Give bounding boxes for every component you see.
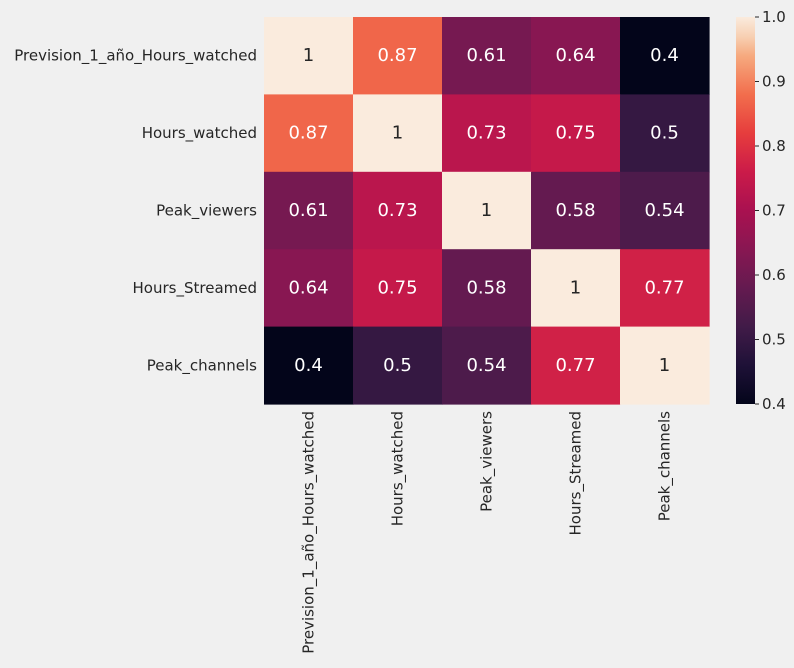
y-tick-label-3: Hours_Streamed [133,279,257,298]
heatmap-cell-1-4 [620,94,710,173]
heatmap-cell-3-1 [353,249,443,328]
cell-annotations: 1 0.87 0.61 0.64 0.4 0.87 1 0.73 0.75 0.5 0.61 0.73… [288,45,684,376]
heatmap-cell-3-3 [531,249,621,328]
heatmap-cell-2-1 [353,171,443,250]
x-tick-label-3: Hours_Streamed [567,411,586,535]
x-tick-labels: Prevision_1_año_Hours_watched Hours_watch… [300,411,675,654]
heatmap-cell-3-2 [442,249,532,328]
heatmap-cell-0-3 [531,17,621,95]
cell-annotation-2-4: 0.54 [644,200,684,221]
x-tick-label-4: Peak_channels [656,411,675,521]
heatmap-cell-4-0 [264,326,354,405]
cell-annotation-4-0: 0.4 [294,355,323,376]
heatmap-cell-3-0 [264,249,354,328]
heatmap-cells [264,17,710,405]
cell-annotation-0-1: 0.87 [377,45,417,66]
x-tick-label-2: Peak_viewers [478,411,497,512]
cell-annotation-3-0: 0.64 [288,277,328,298]
cell-annotation-1-1: 1 [392,123,403,144]
cell-annotation-0-3: 0.64 [555,45,595,66]
heatmap-cell-1-2 [442,94,532,173]
heatmap-cell-2-0 [264,171,354,250]
y-tick-label-2: Peak_viewers [156,202,257,221]
heatmap-cell-0-0 [264,17,354,95]
y-tick-labels: Prevision_1_año_Hours_watched Hours_watch… [14,47,257,376]
colorbar-tick-label-1: 0.5 [762,331,786,349]
cell-annotation-3-2: 0.58 [466,277,506,298]
y-tick-label-0: Prevision_1_año_Hours_watched [14,47,257,66]
cell-annotation-1-3: 0.75 [555,123,595,144]
cell-annotation-2-0: 0.61 [288,200,328,221]
colorbar-tick-label-2: 0.6 [762,266,786,284]
heatmap-cell-1-1 [353,94,443,173]
colorbar-tick-label-3: 0.7 [762,202,786,220]
heatmap-cell-0-1 [353,17,443,95]
cell-annotation-2-3: 0.58 [555,200,595,221]
cell-annotation-1-4: 0.5 [650,123,679,144]
colorbar-tick-label-0: 0.4 [762,395,786,413]
heatmap-cell-2-3 [531,171,621,250]
cell-annotation-1-0: 0.87 [288,123,328,144]
cell-annotation-0-2: 0.61 [466,45,506,66]
heatmap-cell-1-0 [264,94,354,173]
cell-annotation-4-2: 0.54 [466,355,506,376]
heatmap-cell-4-1 [353,326,443,405]
cell-annotation-3-3: 1 [570,277,581,298]
cell-annotation-0-4: 0.4 [650,45,679,66]
colorbar-tick-label-5: 0.9 [762,73,786,91]
heatmap-cell-4-2 [442,326,532,405]
x-tick-label-1: Hours_watched [389,411,408,526]
cell-annotation-2-2: 1 [481,200,492,221]
heatmap-cell-0-2 [442,17,532,95]
y-tick-label-4: Peak_channels [147,356,257,375]
cell-annotation-4-1: 0.5 [383,355,412,376]
x-tick-label-0: Prevision_1_año_Hours_watched [300,411,319,654]
cell-annotation-3-4: 0.77 [644,277,684,298]
cell-annotation-4-4: 1 [659,355,670,376]
heatmap-cell-2-2 [442,171,532,250]
heatmap-cell-0-4 [620,17,710,95]
colorbar-tick-label-4: 0.8 [762,137,786,155]
heatmap-cell-4-4 [620,326,710,405]
cell-annotation-2-1: 0.73 [377,200,417,221]
cell-annotation-4-3: 0.77 [555,355,595,376]
colorbar [736,17,755,404]
cell-annotation-1-2: 0.73 [466,123,506,144]
y-tick-label-1: Hours_watched [142,124,257,143]
colorbar-tick-label-6: 1.0 [762,8,786,26]
heatmap-cell-1-3 [531,94,621,173]
colorbar-ticks: 0.4 0.5 0.6 0.7 0.8 0.9 1.0 [755,8,786,413]
cell-annotation-3-1: 0.75 [377,277,417,298]
heatmap-cell-4-3 [531,326,621,405]
heatmap-cell-2-4 [620,171,710,250]
cell-annotation-0-0: 1 [303,45,314,66]
heatmap-cell-3-4 [620,249,710,328]
